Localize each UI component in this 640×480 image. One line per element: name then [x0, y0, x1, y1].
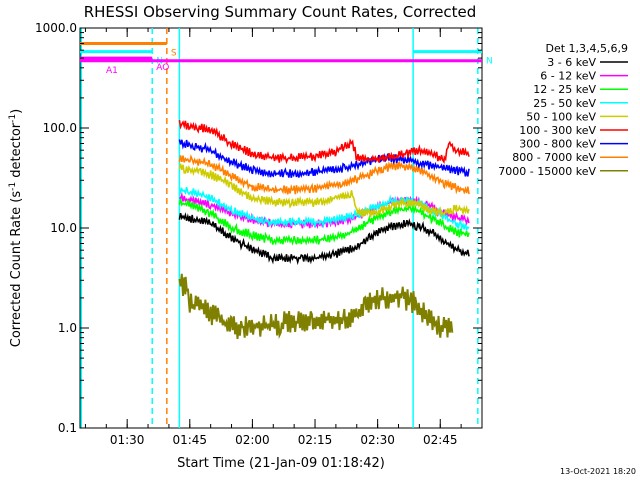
x-axis-ticks: 01:30 01:45 02:00 02:15 02:30 02:45: [84, 28, 483, 447]
x-tick-label: 01:45: [172, 433, 207, 447]
y-tick-label: 1000.0: [35, 21, 77, 35]
y-tick-label: 100.0: [43, 121, 77, 135]
series-line-100_300keV: [178, 119, 470, 165]
x-tick-label: 02:15: [298, 433, 333, 447]
attenuator-bar-label: AO: [156, 63, 169, 73]
y-axis-label-end: ): [9, 109, 24, 114]
x-tick-label: 02:45: [423, 433, 458, 447]
series-line-300_800keV: [178, 139, 470, 178]
attenuator-bars: SNNAOA1: [80, 41, 493, 76]
y-axis-ticks: 0.1 1.0 10.0 100.0 1000.0: [35, 21, 482, 435]
legend-entry-label: 6 - 12 keV: [540, 70, 596, 83]
x-axis-label: Start Time (21-Jan-09 01:18:42): [177, 456, 385, 471]
series-line-3_6keV: [178, 212, 470, 266]
legend-entry-label: 12 - 25 keV: [533, 83, 596, 96]
y-axis-label-mid: detector: [9, 122, 24, 182]
y-tick-label: 0.1: [58, 421, 77, 435]
data-series: [178, 119, 470, 340]
x-tick-label: 02:30: [360, 433, 395, 447]
attenuator-bar-label: N: [486, 57, 493, 67]
legend-entry-label: 300 - 800 keV: [519, 138, 596, 151]
series-line-50_100keV: [178, 163, 470, 218]
y-axis-label-main: Corrected Count Rate (s: [9, 191, 24, 348]
y-axis-label: Corrected Count Rate (s-1 detector-1): [8, 109, 24, 347]
x-tick-label: 01:30: [110, 433, 145, 447]
chart-title: RHESSI Observing Summary Count Rates, Co…: [84, 3, 477, 21]
y-axis-label-sup1: -1: [8, 182, 18, 191]
series-line-12_25keV: [178, 198, 470, 246]
legend-entry-label: 3 - 6 keV: [547, 56, 596, 69]
footer-date: 13-Oct-2021 18:20: [560, 467, 636, 476]
series-line-800_7000keV: [178, 154, 470, 195]
attenuator-bar-label: S: [171, 48, 177, 58]
y-tick-label: 1.0: [58, 321, 77, 335]
legend-entry-label: 100 - 300 keV: [519, 124, 596, 137]
y-tick-label: 10.0: [50, 221, 77, 235]
legend-entry-label: 800 - 7000 keV: [512, 151, 596, 164]
legend-entry-label: 25 - 50 keV: [533, 97, 596, 110]
legend-entry-label: 50 - 100 keV: [526, 110, 596, 123]
attenuator-bar-label: A1: [106, 66, 118, 76]
legend-title: Det 1,3,4,5,6,9: [545, 42, 628, 55]
legend-entry-label: 7000 - 15000 keV: [498, 165, 596, 178]
x-tick-label: 02:00: [235, 433, 270, 447]
series-line-7000_15000keV: [178, 273, 454, 340]
y-axis-label-sup2: -1: [8, 114, 18, 123]
